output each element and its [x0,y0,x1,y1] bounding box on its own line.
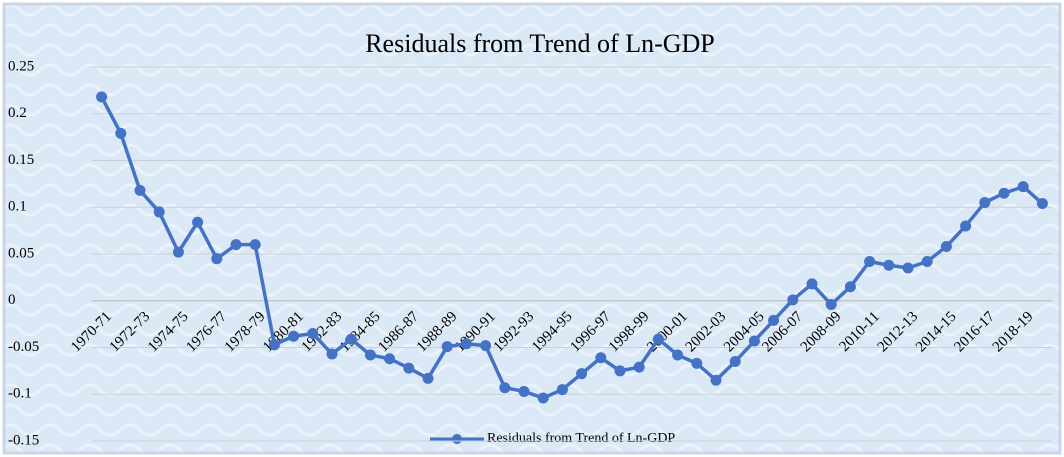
data-point [576,368,588,380]
data-point [672,349,684,361]
data-point [403,362,415,374]
data-point [480,340,492,352]
y-tick-label: 0.1 [8,199,27,215]
y-tick-label: 0 [8,292,16,308]
data-point [326,348,338,360]
data-point [460,338,472,350]
data-point [768,314,780,326]
data-point [115,127,127,139]
data-point [940,241,952,253]
data-point [364,349,376,361]
y-tick-label: -0.1 [8,386,32,402]
data-point [192,216,204,228]
data-point [556,384,568,396]
data-point [921,255,933,267]
data-point [691,357,703,369]
data-point [787,294,799,306]
data-point [902,262,914,274]
data-point [249,239,261,251]
data-point [518,385,530,397]
data-point [633,361,645,373]
data-point [883,259,895,271]
data-point [96,91,108,103]
data-point [230,239,242,251]
data-point [172,246,184,258]
data-point [595,352,607,364]
data-point [652,333,664,345]
y-tick-label: 0.15 [8,152,34,168]
legend-marker [452,434,462,444]
data-point [307,327,319,339]
y-tick-label: 0.2 [8,105,27,121]
data-point [614,365,626,377]
data-point [825,298,837,310]
data-point [844,281,856,293]
data-point [345,333,357,345]
data-point [499,382,511,394]
y-tick-label: 0.25 [8,58,34,74]
data-point [979,197,991,209]
data-point [748,335,760,347]
data-point [537,392,549,404]
data-point [422,372,434,384]
data-point [729,356,741,368]
chart-title: Residuals from Trend of Ln-GDP [365,29,715,58]
data-point [441,341,453,353]
data-point [384,353,396,365]
data-point [864,255,876,267]
data-point [288,330,300,342]
data-point [134,184,146,196]
data-point [268,339,280,351]
data-point [1036,198,1048,210]
y-tick-label: -0.05 [8,339,39,355]
data-point [211,253,223,265]
data-point [960,220,972,232]
data-point [806,278,818,290]
y-tick-label: -0.15 [8,432,39,448]
data-point [1017,181,1029,193]
y-tick-label: 0.05 [8,245,34,261]
data-point [998,187,1010,199]
data-point [153,206,165,218]
data-point [710,374,722,386]
legend-label: Residuals from Trend of Ln-GDP [487,431,675,446]
